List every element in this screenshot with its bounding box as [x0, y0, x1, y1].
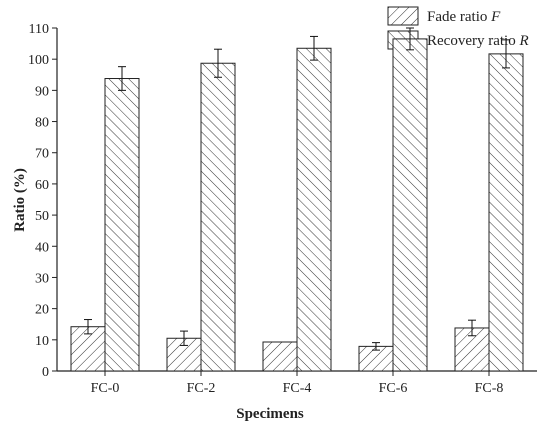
bar-recovery-ratio: [296, 47, 332, 372]
legend-label-fade-ratio-symbol: F: [490, 9, 501, 25]
legend-label-fade-ratio-text: Fade ratio: [427, 9, 491, 25]
y-axis-title: Ratio (%): [12, 168, 28, 232]
legend-label-recovery-ratio-symbol: R: [518, 33, 528, 49]
x-tick-label: FC-8: [475, 381, 504, 396]
bar-fade-ratio: [262, 341, 298, 372]
y-tick-label: 90: [35, 84, 49, 99]
y-tick-label: 80: [35, 116, 49, 131]
y-tick-label: 50: [35, 209, 49, 224]
legend-label-fade-ratio: Fade ratio F: [427, 9, 501, 25]
bar-recovery-ratio: [488, 53, 524, 372]
bar-recovery-ratio: [200, 62, 236, 372]
y-tick-label: 110: [29, 22, 49, 37]
legend-label-recovery-ratio: Recovery ratio R: [427, 33, 529, 49]
y-tick-label: 10: [35, 334, 49, 349]
y-tick-label: 40: [35, 240, 49, 255]
x-tick-label: FC-6: [379, 381, 408, 396]
x-tick-label: FC-2: [187, 381, 216, 396]
legend-swatch-fade-ratio: [387, 6, 419, 26]
y-tick-label: 0: [42, 365, 49, 380]
x-tick-label: FC-0: [91, 381, 120, 396]
plot-area: 0 10 20 30 40 50 60 70 80 90 100 110 FC-0 FC-2 FC-4 FC-…: [28, 22, 537, 396]
x-tick-label: FC-4: [283, 381, 312, 396]
bar-recovery-ratio: [104, 78, 140, 372]
y-tick-label: 60: [35, 178, 49, 193]
y-tick-label: 30: [35, 271, 49, 286]
bar-recovery-ratio: [392, 38, 428, 372]
y-tick-label: 20: [35, 303, 49, 318]
x-axis-title: Specimens: [236, 406, 304, 422]
y-tick-label: 70: [35, 147, 49, 162]
y-tick-label: 100: [28, 53, 49, 68]
legend-label-recovery-ratio-text: Recovery ratio: [427, 33, 519, 49]
